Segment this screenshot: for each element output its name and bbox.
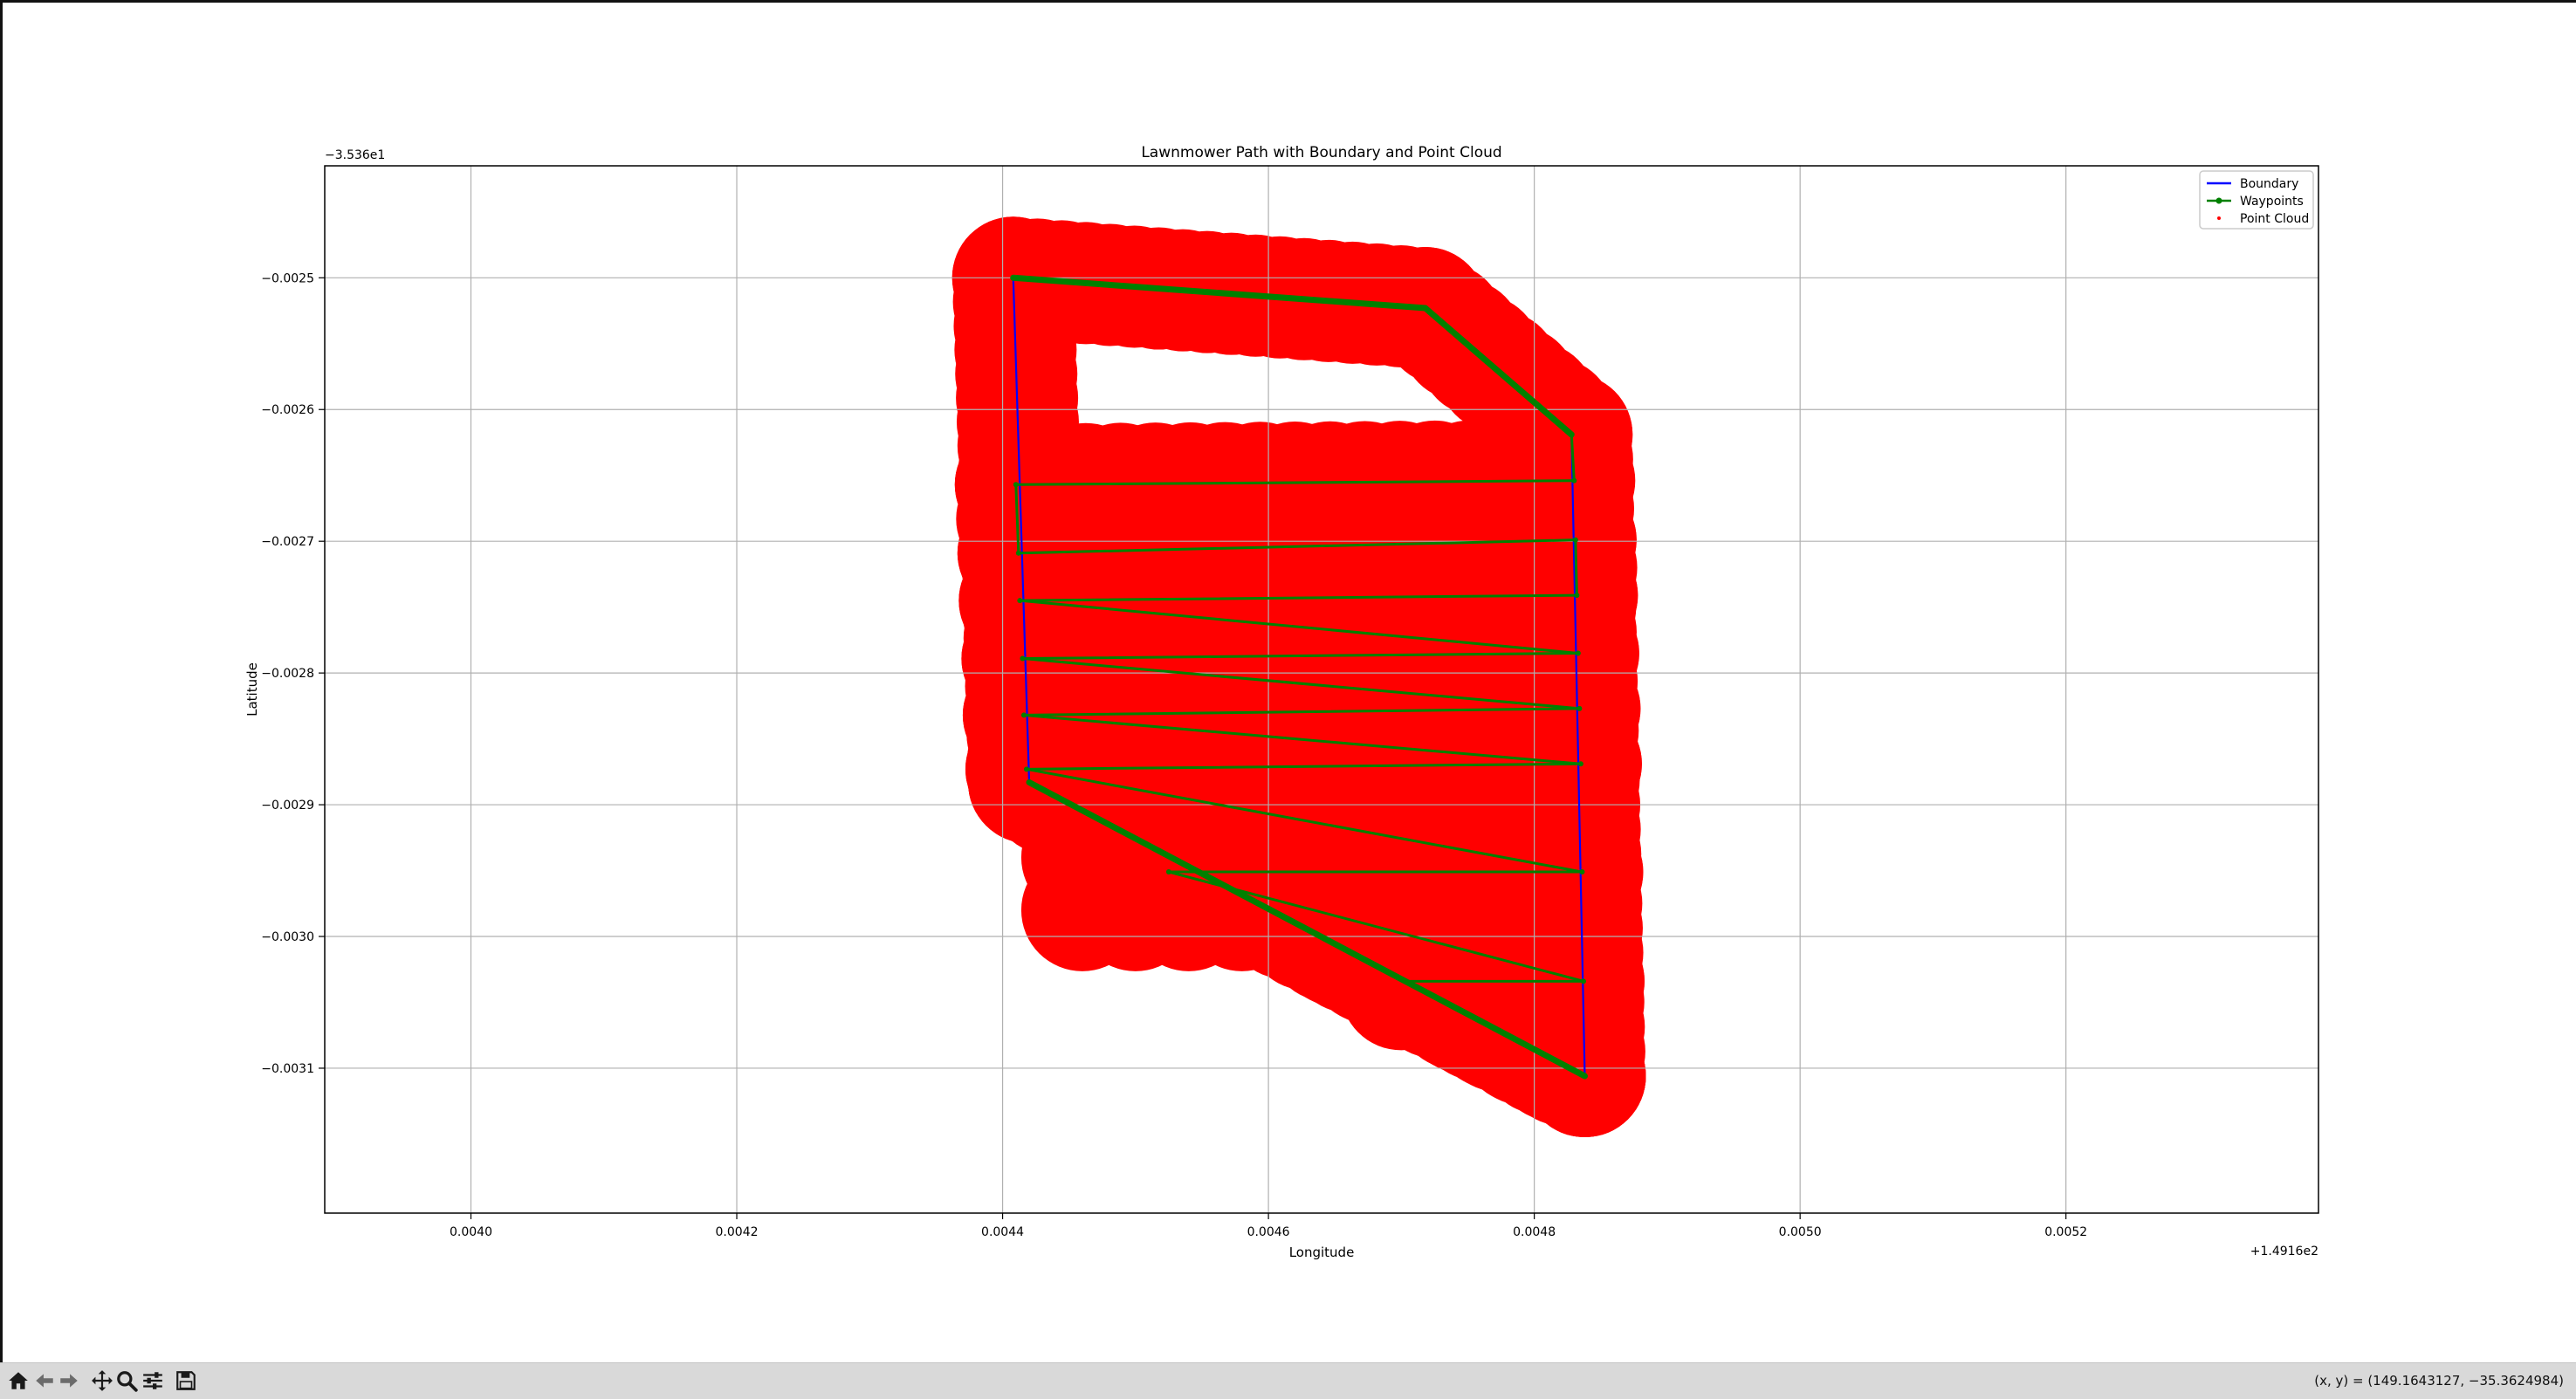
y-tick-label: −0.0029 — [261, 799, 314, 813]
waypoint-marker — [1574, 593, 1580, 599]
x-tick-label: 0.0040 — [450, 1225, 492, 1239]
y-tick-label: −0.0028 — [261, 667, 314, 681]
navigation-toolbar: (x, y) = (149.1643127, −35.3624984) — [0, 1362, 2576, 1399]
waypoint-marker — [1020, 655, 1026, 662]
chart-title: Lawnmower Path with Boundary and Point C… — [1141, 144, 1501, 161]
waypoint-segment — [1574, 538, 1578, 597]
x-offset-label: +1.4916e2 — [2250, 1245, 2318, 1258]
plot-canvas[interactable]: 0.0040 0.0042 0.0044 0.0046 0.0048 0.0050 0.00… — [0, 0, 2576, 1362]
waypoint-segment — [1022, 707, 1581, 717]
y-axis-title: Latitude — [244, 662, 260, 717]
forward-arrow-icon — [60, 1374, 78, 1388]
y-tick-label: −0.0030 — [261, 930, 314, 944]
waypoint-marker — [1577, 705, 1583, 711]
waypoint-segment — [1018, 599, 1580, 655]
legend-waypoints-marker — [2215, 197, 2222, 204]
waypoint-segment — [1025, 767, 1583, 874]
x-tick-label: 0.0044 — [981, 1225, 1024, 1239]
legend: Boundary Waypoints Point Cloud — [2199, 170, 2314, 230]
configure-subplots-button[interactable] — [140, 1368, 166, 1394]
pan-button[interactable] — [89, 1368, 115, 1394]
waypoint-segment — [1422, 305, 1575, 438]
waypoint-marker — [1010, 275, 1016, 281]
waypoint-segment — [1020, 651, 1580, 661]
axes-frame — [324, 165, 2319, 1214]
back-button[interactable] — [31, 1368, 58, 1394]
waypoint-marker — [1575, 650, 1581, 656]
forward-button[interactable] — [56, 1368, 82, 1394]
x-tick-label: 0.0046 — [1247, 1225, 1290, 1239]
x-tick-label: 0.0042 — [716, 1225, 759, 1239]
waypoint-segment — [1014, 483, 1020, 555]
waypoint-segment — [1025, 762, 1583, 771]
legend-box — [2199, 170, 2314, 230]
waypoint-segment — [1020, 657, 1581, 710]
waypoint-segment — [1014, 479, 1576, 486]
waypoint-marker — [1027, 779, 1033, 785]
x-tick-label: 0.0048 — [1513, 1225, 1556, 1239]
waypoint-marker — [1023, 766, 1029, 772]
legend-point-cloud-label: Point Cloud — [2240, 212, 2309, 226]
legend-point-cloud-marker — [2217, 216, 2221, 220]
save-floppy-icon — [176, 1371, 196, 1390]
y-tick-label: −0.0026 — [261, 403, 314, 417]
waypoints-layer — [1010, 274, 1588, 1080]
legend-boundary-label: Boundary — [2240, 177, 2298, 191]
point-cloud-layer — [951, 216, 1646, 1138]
waypoint-marker — [1579, 869, 1585, 875]
x-tick-label: 0.0050 — [1779, 1225, 1822, 1239]
waypoint-marker — [1013, 482, 1019, 488]
waypoint-marker — [1571, 477, 1577, 483]
pan-move-icon — [92, 1370, 113, 1391]
x-ticks: 0.0040 0.0042 0.0044 0.0046 0.0048 0.0050 0.00… — [450, 1213, 2087, 1239]
waypoint-segment — [1018, 593, 1578, 602]
y-tick-label: −0.0027 — [261, 535, 314, 549]
waypoint-marker — [1422, 305, 1428, 312]
back-arrow-icon — [36, 1374, 53, 1388]
x-axis-title: Longitude — [1289, 1245, 1355, 1260]
x-tick-label: 0.0052 — [2044, 1225, 2087, 1239]
waypoint-segment — [1026, 778, 1588, 1080]
waypoint-marker — [1582, 1073, 1588, 1080]
waypoint-marker — [1165, 869, 1171, 875]
coordinate-readout: (x, y) = (149.1643127, −35.3624984) — [2314, 1373, 2564, 1389]
zoom-button[interactable] — [113, 1368, 140, 1394]
configure-subplots-icon — [143, 1372, 162, 1389]
y-tick-label: −0.0031 — [261, 1062, 314, 1076]
waypoint-segment — [1010, 274, 1429, 312]
waypoint-marker — [1402, 978, 1408, 984]
waypoint-segment — [1570, 433, 1576, 483]
waypoint-marker — [1580, 978, 1586, 984]
waypoint-marker — [1015, 550, 1021, 556]
waypoint-marker — [1569, 431, 1575, 437]
y-offset-label: −3.536e1 — [325, 148, 385, 162]
home-button[interactable] — [5, 1368, 31, 1394]
waypoint-segment — [1017, 538, 1577, 555]
waypoint-marker — [1572, 537, 1578, 543]
waypoint-segment — [1022, 713, 1583, 765]
waypoint-marker — [1017, 598, 1023, 604]
grid-layer — [325, 166, 2318, 1213]
home-icon — [9, 1372, 28, 1389]
save-button[interactable] — [173, 1368, 199, 1394]
waypoint-marker — [1020, 712, 1027, 718]
zoom-magnifier-icon — [117, 1371, 138, 1392]
y-ticks: −0.0025 −0.0026 −0.0027 −0.0028 −0.0029 −0.00… — [261, 271, 325, 1076]
legend-waypoints-label: Waypoints — [2240, 195, 2304, 209]
y-tick-label: −0.0025 — [261, 271, 314, 285]
waypoint-marker — [1577, 761, 1583, 767]
